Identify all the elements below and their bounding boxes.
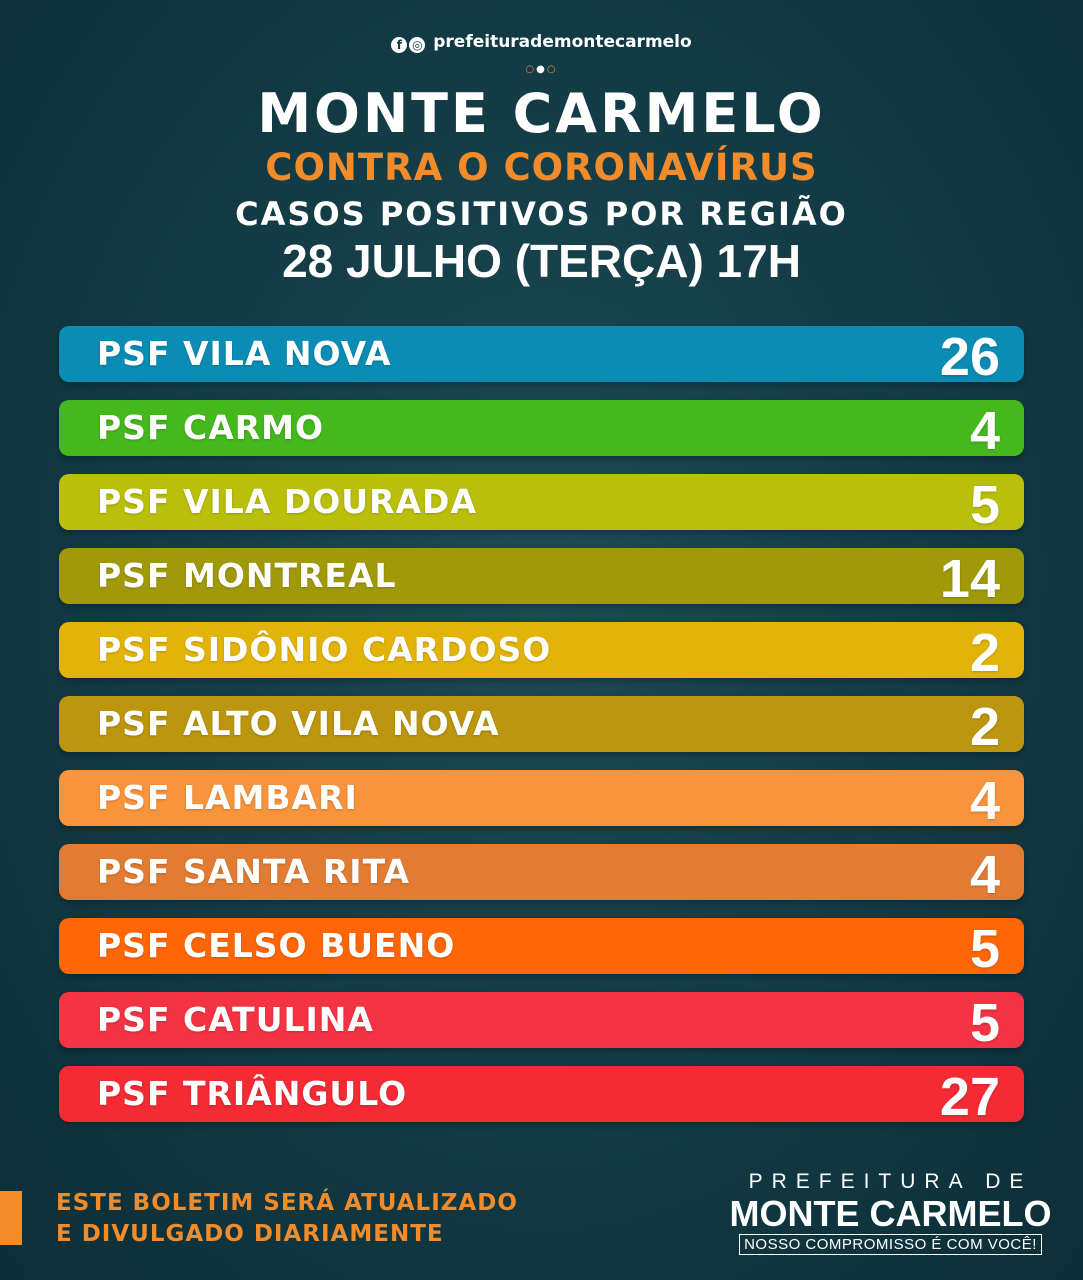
region-cases: 5 — [969, 475, 1000, 535]
prefeitura-logo: PREFEITURA DE MONTE CARMELO NOSSO COMPRO… — [728, 1170, 1053, 1255]
region-cases: 14 — [939, 549, 1000, 609]
region-row-triangulo: PSF TRIÂNGULO 27 — [59, 1066, 1024, 1126]
region-row-santa-rita: PSF SANTA RITA 4 — [59, 844, 1024, 904]
region-label: PSF TRIÂNGULO — [97, 1074, 408, 1113]
region-label: PSF ALTO VILA NOVA — [97, 704, 500, 743]
region-row-lambari: PSF LAMBARI 4 — [59, 770, 1024, 830]
social-handle: f ◎ prefeiturademontecarmelo — [0, 32, 1083, 53]
region-cases: 26 — [939, 327, 1000, 387]
footer-accent-bar — [0, 1191, 22, 1245]
logo-slogan: NOSSO COMPROMISSO É COM VOCÊ! — [739, 1234, 1042, 1255]
region-cases: 4 — [969, 845, 1000, 905]
region-cases: 4 — [969, 401, 1000, 461]
region-label: PSF VILA NOVA — [97, 334, 392, 373]
page-title: MONTE CARMELO — [257, 82, 826, 145]
logo-line2: MONTE CARMELO — [729, 1193, 1052, 1234]
region-cases: 5 — [969, 919, 1000, 979]
region-row-montreal: PSF MONTREAL 14 — [59, 548, 1024, 608]
social-handle-text: prefeiturademontecarmelo — [433, 32, 692, 52]
region-label: PSF VILA DOURADA — [97, 482, 477, 521]
region-cases: 27 — [939, 1067, 1000, 1127]
region-label: PSF SIDÔNIO CARDOSO — [97, 630, 552, 669]
region-row-vila-dourada: PSF VILA DOURADA 5 — [59, 474, 1024, 534]
region-list: PSF VILA NOVA 26 PSF CARMO 4 PSF VILA DOUR… — [59, 326, 1024, 1140]
region-cases: 2 — [969, 623, 1000, 683]
footer-note: ESTE BOLETIM SERÁ ATUALIZADO E DIVULGADO… — [56, 1188, 518, 1250]
footer-note-line1: ESTE BOLETIM SERÁ ATUALIZADO — [56, 1190, 518, 1216]
region-row-celso-bueno: PSF CELSO BUENO 5 — [59, 918, 1024, 978]
region-cases: 2 — [969, 697, 1000, 757]
logo-line1: PREFEITURA DE — [748, 1170, 1033, 1193]
region-label: PSF MONTREAL — [97, 556, 397, 595]
instagram-icon: ◎ — [409, 37, 426, 53]
section-heading: CASOS POSITIVOS POR REGIÃO — [235, 195, 848, 233]
region-row-vila-nova: PSF VILA NOVA 26 — [59, 326, 1024, 386]
region-label: PSF SANTA RITA — [97, 852, 411, 891]
decorative-dots: ○●○ — [525, 64, 558, 75]
footer-note-line2: E DIVULGADO DIARIAMENTE — [56, 1221, 444, 1247]
region-label: PSF LAMBARI — [97, 778, 358, 817]
facebook-icon: f — [391, 37, 408, 53]
bulletin-date: 28 JULHO (TERÇA) 17H — [282, 235, 801, 287]
region-row-carmo: PSF CARMO 4 — [59, 400, 1024, 460]
region-label: PSF CATULINA — [97, 1000, 374, 1039]
page-subtitle: CONTRA O CORONAVÍRUS — [265, 146, 818, 189]
region-row-alto-vila-nova: PSF ALTO VILA NOVA 2 — [59, 696, 1024, 756]
region-row-catulina: PSF CATULINA 5 — [59, 992, 1024, 1052]
region-row-sidonio-cardoso: PSF SIDÔNIO CARDOSO 2 — [59, 622, 1024, 682]
region-label: PSF CARMO — [97, 408, 325, 447]
region-label: PSF CELSO BUENO — [97, 926, 456, 965]
region-cases: 4 — [969, 771, 1000, 831]
region-cases: 5 — [969, 993, 1000, 1053]
